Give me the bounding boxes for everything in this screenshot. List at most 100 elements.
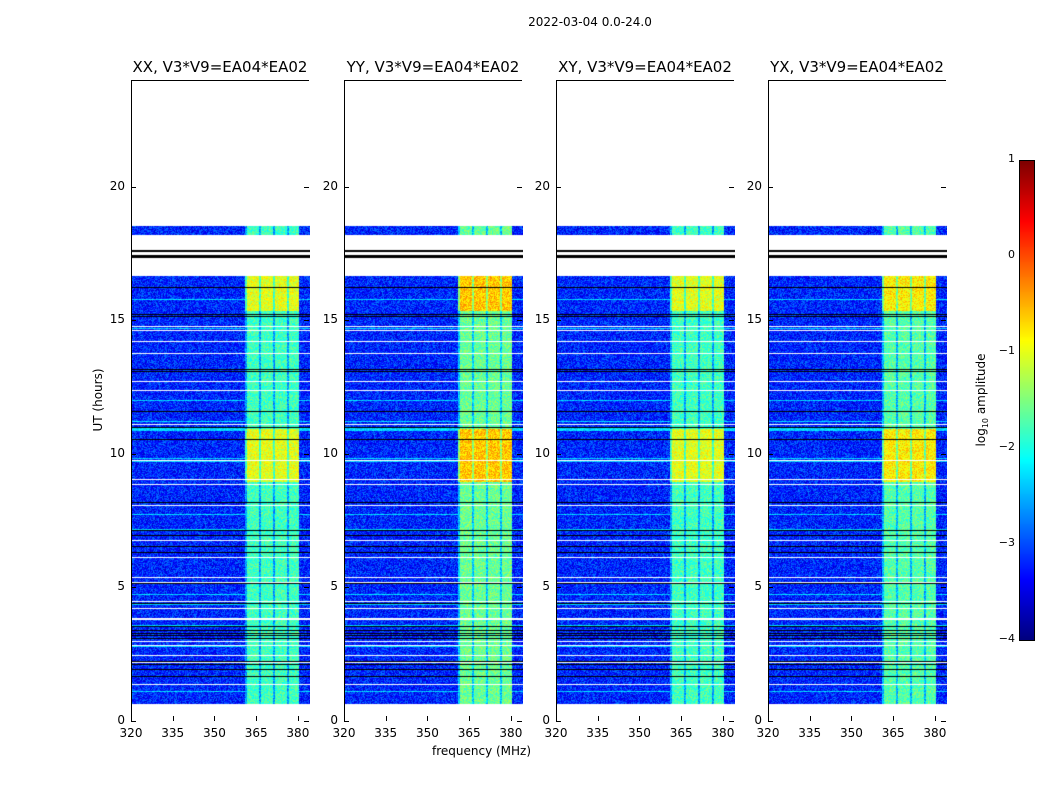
x-tick-label: 365	[881, 726, 905, 740]
x-axis-label: frequency (MHz)	[432, 744, 532, 758]
x-tick-label: 320	[332, 726, 356, 740]
y-tick	[131, 453, 136, 455]
y-tick	[729, 587, 734, 589]
y-tick	[768, 186, 773, 188]
x-tick	[469, 716, 471, 721]
y-tick	[556, 721, 561, 722]
y-tick	[131, 320, 136, 322]
y-tick	[768, 587, 773, 589]
panel-title: XX, V3*V9=EA04*EA02	[132, 58, 308, 76]
y-tick	[556, 587, 561, 589]
panel-title: XY, V3*V9=EA04*EA02	[558, 58, 732, 76]
x-tick-label: 350	[415, 726, 439, 740]
y-tick	[729, 453, 734, 455]
y-axis-label: UT (hours)	[91, 368, 105, 432]
y-tick	[517, 320, 522, 322]
heatmap-image	[557, 81, 735, 722]
y-tick	[131, 721, 136, 722]
x-tick	[893, 716, 895, 721]
y-tick-label: 10	[746, 445, 762, 460]
x-tick	[297, 716, 299, 721]
x-tick-label: 320	[119, 726, 143, 740]
y-tick-label: 10	[534, 445, 550, 460]
y-tick	[344, 721, 349, 722]
x-tick-label: 335	[161, 726, 185, 740]
colorbar-tick-label: 1	[1008, 152, 1015, 165]
x-tick-label: 350	[839, 726, 863, 740]
y-tick-label: 15	[746, 312, 762, 327]
y-tick	[304, 186, 309, 188]
y-tick	[729, 320, 734, 322]
x-tick	[131, 716, 132, 721]
y-tick	[556, 186, 561, 188]
x-tick	[172, 716, 174, 721]
y-tick	[304, 587, 309, 589]
x-tick	[344, 716, 345, 721]
x-tick	[385, 716, 387, 721]
y-tick	[768, 721, 773, 722]
y-tick	[556, 453, 561, 455]
x-tick	[768, 716, 769, 721]
y-tick-label: 5	[754, 579, 762, 594]
y-tick	[344, 186, 349, 188]
y-tick	[729, 721, 734, 722]
x-tick-label: 350	[627, 726, 651, 740]
x-tick-label: 335	[374, 726, 398, 740]
y-tick	[304, 320, 309, 322]
y-tick	[556, 320, 561, 322]
y-tick	[344, 587, 349, 589]
y-tick	[304, 453, 309, 455]
heatmap-panel	[556, 80, 735, 722]
y-tick	[729, 186, 734, 188]
colorbar-label-sub: 10	[981, 417, 991, 429]
y-tick	[768, 320, 773, 322]
panel-title: YX, V3*V9=EA04*EA02	[770, 58, 944, 76]
heatmap-panel	[768, 80, 947, 722]
colorbar-tick-label: −2	[998, 440, 1015, 453]
x-tick-label: 380	[711, 726, 735, 740]
heatmap-image	[769, 81, 947, 722]
y-tick	[768, 453, 773, 455]
y-tick	[517, 453, 522, 455]
y-tick	[344, 453, 349, 455]
y-tick-label: 0	[330, 713, 338, 727]
x-tick	[597, 716, 599, 721]
x-tick	[934, 716, 936, 721]
colorbar-tick-label: 0	[1008, 248, 1015, 261]
y-tick-label: 10	[322, 445, 338, 460]
colorbar-label: log10 amplitude	[974, 354, 990, 447]
y-tick	[131, 587, 136, 589]
x-tick-label: 380	[923, 726, 947, 740]
heatmap-panel	[344, 80, 523, 722]
y-tick-label: 15	[534, 312, 550, 327]
x-tick-label: 365	[669, 726, 693, 740]
x-tick	[256, 716, 258, 721]
x-tick	[681, 716, 683, 721]
x-tick-label: 335	[798, 726, 822, 740]
y-tick	[304, 721, 309, 722]
y-tick	[941, 587, 946, 589]
x-tick	[809, 716, 811, 721]
y-tick	[517, 721, 522, 722]
x-tick	[851, 716, 853, 721]
y-tick	[941, 320, 946, 322]
x-tick	[639, 716, 641, 721]
y-tick-label: 5	[117, 579, 125, 594]
y-tick	[344, 320, 349, 322]
colorbar-label-rest: amplitude	[973, 353, 988, 418]
colorbar-tick-label: −3	[998, 536, 1015, 549]
figure-title: 2022-03-04 0.0-24.0	[528, 15, 652, 29]
y-tick-label: 5	[330, 579, 338, 594]
y-tick-label: 0	[754, 713, 762, 727]
y-tick	[941, 721, 946, 722]
y-tick-label: 15	[109, 312, 125, 327]
y-tick	[517, 587, 522, 589]
x-tick-label: 365	[457, 726, 481, 740]
colorbar-gradient	[1020, 161, 1034, 640]
panel-title: YY, V3*V9=EA04*EA02	[346, 58, 520, 76]
y-tick	[517, 186, 522, 188]
x-tick	[214, 716, 216, 721]
x-tick	[510, 716, 512, 721]
y-tick-label: 0	[117, 713, 125, 727]
